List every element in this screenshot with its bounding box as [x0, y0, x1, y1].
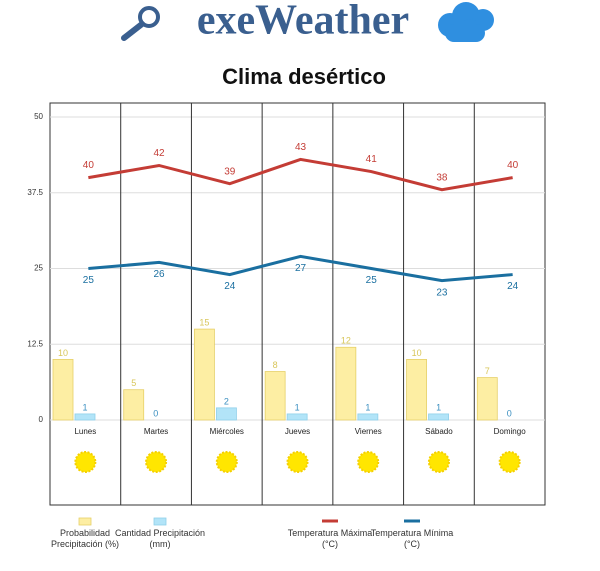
x-tick-label: Miércoles [210, 427, 244, 436]
bar-label: 7 [485, 366, 490, 376]
x-tick-label: Sábado [425, 427, 453, 436]
bar-label: 1 [365, 402, 370, 412]
bar [286, 413, 308, 421]
line [88, 157, 513, 192]
line-label: 40 [83, 160, 95, 171]
sun-icon [74, 451, 97, 473]
x-tick-label: Viernes [355, 427, 382, 436]
legend-swatch [153, 517, 167, 526]
chart-title: Clima desértico [222, 64, 386, 89]
bar [335, 346, 357, 421]
line-label: 41 [366, 154, 378, 165]
bar [357, 413, 379, 421]
bar-label: 15 [199, 317, 209, 327]
x-tick-label: Lunes [74, 427, 96, 436]
bar-label: 1 [295, 402, 300, 412]
x-tick-label: Jueves [285, 427, 310, 436]
bar [123, 389, 145, 421]
bar-label: 1 [82, 402, 87, 412]
line-label: 23 [436, 287, 448, 298]
line-label: 24 [507, 281, 519, 292]
y-tick-label: 25 [34, 264, 43, 273]
legend-label: Temperatura Mínima (°C) [370, 528, 454, 549]
sun-icon [215, 451, 238, 473]
bar [216, 407, 237, 421]
line-label: 38 [436, 172, 448, 183]
logo-magnifier [121, 6, 160, 41]
line [88, 254, 513, 283]
legend-label: Cantidad Precipitación (mm) [114, 528, 206, 549]
bar [194, 328, 215, 421]
sun-icon [357, 451, 380, 473]
x-tick-label: Domingo [494, 427, 527, 436]
line-label: 43 [295, 142, 307, 153]
sun-icon [286, 451, 309, 473]
x-tick-label: Martes [144, 427, 168, 436]
bar-label: 10 [412, 348, 422, 358]
bar [74, 413, 96, 421]
logo-cloud [438, 2, 494, 42]
line-label: 42 [154, 148, 166, 159]
line-label: 27 [295, 263, 307, 274]
bar-label: 8 [273, 360, 278, 370]
sun-icon [498, 451, 521, 473]
line-label: 26 [154, 269, 166, 280]
bar-label: 2 [224, 396, 229, 406]
bar [52, 358, 74, 421]
legend-label: Probabilidad Precipitación (%) [50, 528, 120, 549]
bar [406, 358, 427, 421]
line-label: 24 [224, 281, 236, 292]
legend-label: Temperatura Máxima (°C) [287, 528, 373, 549]
logo-text: exeWeather [197, 0, 409, 44]
y-tick-label: 0 [39, 415, 44, 424]
legend-swatch [78, 517, 92, 526]
line-label: 39 [224, 166, 236, 177]
bar-label: 1 [436, 402, 441, 412]
bar-label: 5 [131, 378, 136, 388]
bar [428, 413, 449, 421]
y-tick-label: 12.5 [27, 339, 43, 348]
sun-icon [145, 451, 168, 473]
line-label: 40 [507, 160, 519, 171]
bar [264, 371, 286, 421]
bar-label: 0 [507, 408, 512, 418]
bar-label: 12 [341, 336, 351, 346]
y-tick-label: 37.5 [27, 188, 43, 197]
plot-frame [49, 102, 546, 506]
line-label: 25 [83, 275, 95, 286]
y-tick-label: 50 [34, 112, 43, 121]
sun-icon [427, 451, 450, 473]
line-label: 25 [366, 275, 378, 286]
bar-label: 10 [58, 348, 68, 358]
bar [476, 377, 498, 421]
bar-label: 0 [153, 408, 158, 418]
